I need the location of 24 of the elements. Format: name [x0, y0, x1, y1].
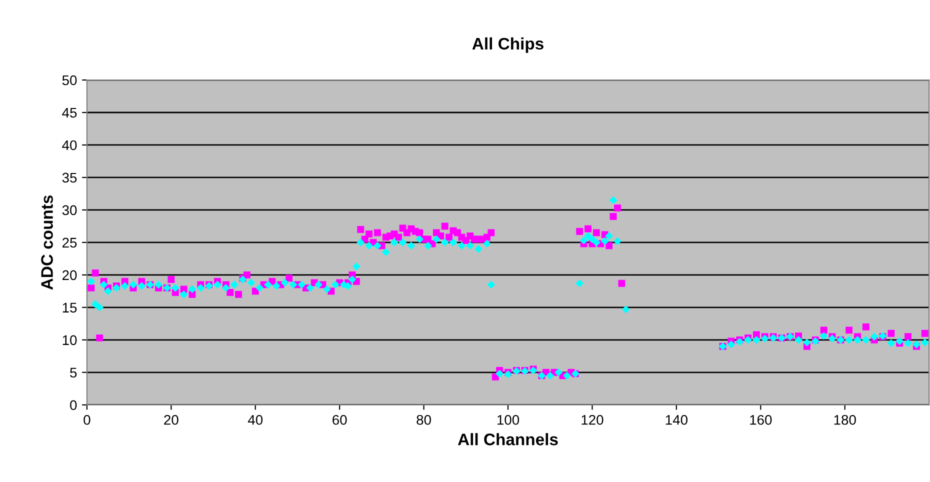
x-tick-label: 20	[164, 414, 178, 425]
x-tick-label: 0	[84, 414, 90, 425]
y-tick-label: 40	[62, 140, 77, 150]
x-axis-title: All Channels	[458, 433, 558, 446]
y-tick-label: 10	[62, 335, 77, 346]
x-tick-label: 40	[248, 414, 263, 425]
x-tick-label: 80	[416, 414, 431, 425]
x-tick-label: 120	[582, 414, 604, 425]
y-tick-label: 20	[62, 270, 77, 280]
x-tick-label: 100	[497, 414, 520, 425]
y-tick-label: 30	[62, 205, 77, 216]
y-tick-label: 5	[70, 368, 77, 378]
x-tick-label: 60	[332, 414, 347, 425]
y-tick-label: 45	[62, 108, 77, 118]
y-tick-label: 0	[70, 400, 77, 410]
y-tick-label: 25	[62, 238, 77, 248]
chart-title: All Chips	[472, 37, 544, 53]
x-tick-label: 180	[834, 414, 856, 425]
y-tick-label: 15	[62, 302, 77, 313]
y-tick-label: 35	[62, 172, 77, 183]
y-tick-label: 50	[62, 75, 77, 86]
x-tick-label: 160	[750, 414, 772, 425]
x-tick-label: 140	[666, 414, 688, 425]
y-axis-title: ADC counts	[41, 195, 53, 290]
